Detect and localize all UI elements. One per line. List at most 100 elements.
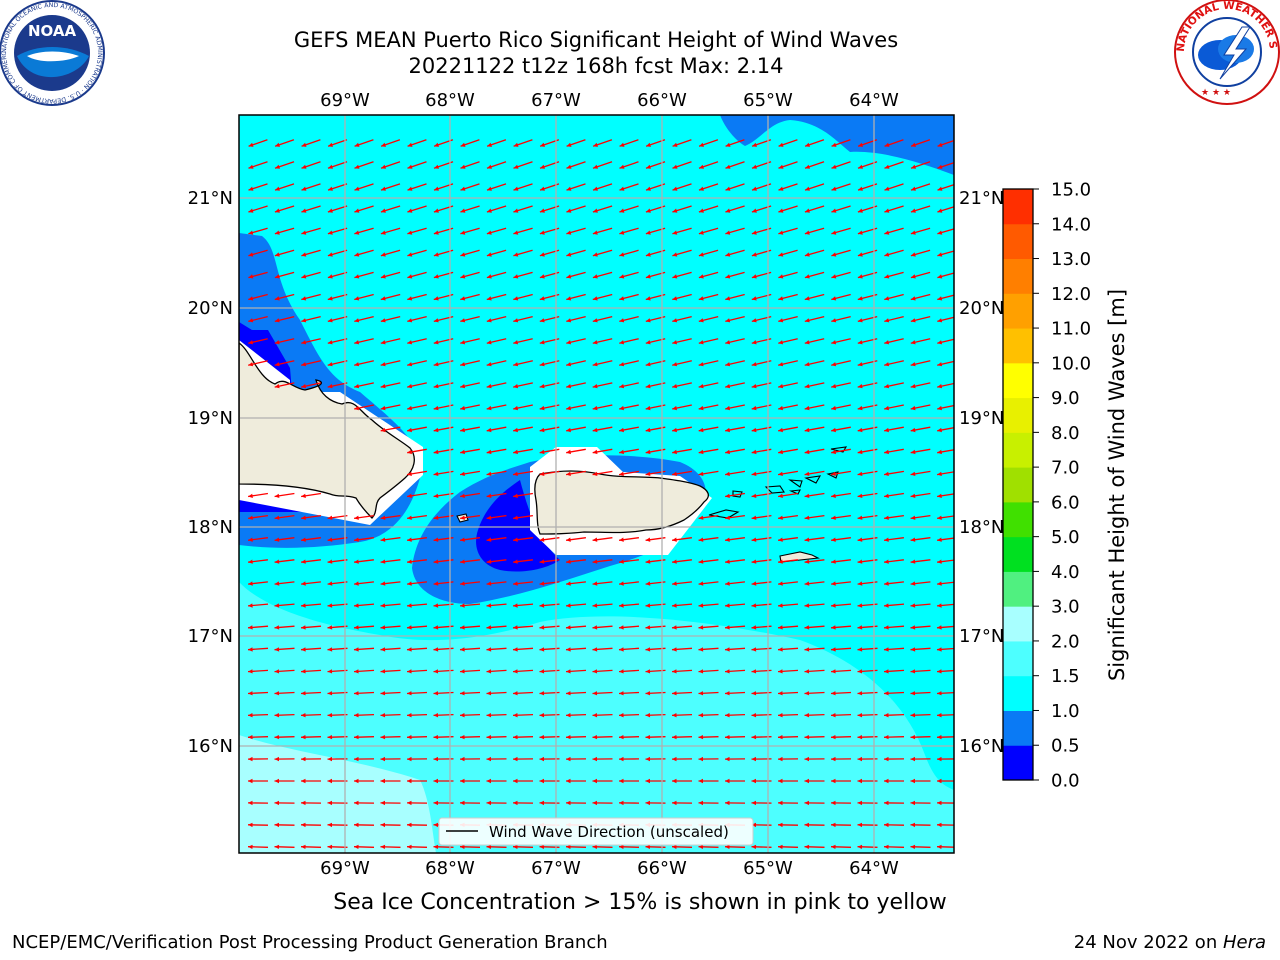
wind-wave-arrow-head: [354, 844, 359, 849]
wind-wave-arrow-head: [248, 822, 253, 828]
wind-wave-arrow-head: [460, 537, 465, 542]
wind-wave-arrow-head: [751, 493, 757, 498]
wind-wave-arrow-head: [910, 756, 915, 762]
wind-wave-arrow-head: [937, 142, 943, 147]
wind-wave-arrow-head: [407, 208, 413, 213]
wind-wave-arrow-head: [698, 756, 703, 762]
colorbar-tick-label: 0.5: [1051, 736, 1080, 757]
wind-wave-arrow-head: [407, 384, 413, 389]
wind-wave-arrow-head: [831, 735, 836, 740]
wind-wave-arrow-head: [301, 559, 306, 564]
wind-wave-arrow-head: [592, 713, 598, 718]
wind-wave-arrow-head: [513, 515, 518, 520]
wind-wave-arrow-head: [380, 800, 385, 806]
wind-wave-arrow-head: [566, 713, 571, 718]
wind-wave-arrow-head: [725, 449, 730, 455]
wind-wave-arrow-head: [831, 581, 836, 586]
wind-wave-arrow-head: [725, 559, 730, 564]
wind-wave-arrow-head: [354, 559, 359, 564]
wind-wave-arrow-head: [619, 252, 625, 257]
wind-wave-arrow-head: [672, 581, 677, 586]
wind-wave-arrow-head: [275, 164, 280, 169]
wind-wave-arrow-head: [910, 581, 916, 586]
wind-wave-arrow-head: [460, 844, 465, 849]
wind-wave-arrow-head: [778, 756, 783, 762]
wind-wave-arrow-head: [831, 449, 836, 455]
wind-wave-arrow-head: [513, 252, 519, 257]
wind-wave-arrow-head: [751, 362, 757, 367]
wind-wave-arrow-head: [751, 603, 757, 608]
wind-wave-arrow-head: [937, 647, 942, 652]
wind-wave-arrow-head: [937, 362, 943, 367]
wind-wave-arrow-head: [433, 230, 439, 235]
wind-wave-arrow-head: [566, 427, 571, 433]
wind-wave-arrow-head: [274, 296, 280, 301]
wind-wave-arrow-head: [566, 471, 571, 476]
wind-wave-arrow-head: [672, 384, 678, 389]
wind-wave-arrow-head: [857, 362, 863, 367]
wind-wave-arrow-head: [804, 778, 809, 784]
wind-wave-arrow-head: [433, 515, 439, 520]
wind-wave-arrow-head: [566, 735, 571, 740]
wind-wave-arrow-head: [592, 800, 597, 806]
wind-wave-arrow-head: [407, 603, 412, 608]
wind-wave-arrow-head: [354, 318, 360, 323]
wind-wave-arrow-head: [910, 735, 916, 740]
wind-wave-arrow-head: [672, 230, 678, 235]
wind-wave-arrow-head: [354, 647, 359, 652]
wind-wave-arrow-head: [645, 449, 651, 455]
wind-wave-arrow-head: [539, 296, 545, 301]
wind-wave-arrow-head: [380, 230, 386, 235]
wind-wave-arrow-head: [778, 230, 784, 235]
wind-wave-arrow-head: [831, 142, 837, 147]
wind-wave-arrow-head: [646, 164, 651, 169]
wind-wave-arrow-head: [884, 318, 890, 323]
wind-wave-arrow-head: [725, 427, 730, 433]
wind-wave-arrow-head: [486, 274, 492, 279]
wind-wave-arrow-head: [592, 691, 598, 696]
wind-wave-arrow-head: [460, 493, 465, 498]
wind-wave-arrow-head: [513, 713, 518, 718]
wind-wave-arrow-head: [619, 537, 624, 542]
wind-wave-arrow-head: [672, 669, 677, 674]
wind-wave-arrow-head: [354, 340, 360, 345]
wind-wave-arrow-head: [354, 691, 359, 696]
wind-wave-arrow-head: [858, 186, 863, 191]
wind-wave-arrow-head: [698, 230, 704, 235]
wind-wave-arrow-head: [433, 362, 439, 367]
wind-wave-arrow-head: [672, 800, 677, 806]
colorbar-tick-label: 2.0: [1051, 631, 1080, 652]
wind-wave-arrow-head: [698, 449, 704, 455]
wind-wave-arrow-head: [672, 756, 677, 762]
nws-logo: NATIONAL WEATHER SERVICE ★ ★ ★: [1172, 0, 1280, 105]
colorbar-tick-label: 7.0: [1051, 458, 1080, 479]
wind-wave-arrow-head: [804, 691, 810, 696]
wind-wave-arrow-head: [301, 778, 306, 784]
wind-wave-arrow-head: [460, 647, 465, 652]
wind-wave-arrow-head: [831, 691, 836, 696]
wind-wave-arrow-head: [725, 362, 731, 367]
wind-wave-arrow-head: [725, 735, 730, 740]
wind-wave-arrow-head: [566, 186, 572, 191]
wind-wave-arrow-head: [380, 669, 386, 674]
wind-wave-arrow-head: [804, 252, 810, 257]
wind-wave-arrow-head: [301, 515, 306, 520]
colorbar-segment: [1003, 397, 1033, 433]
wind-wave-arrow-head: [698, 625, 704, 630]
wind-wave-arrow-head: [910, 800, 915, 806]
wind-wave-arrow-head: [725, 603, 730, 608]
wind-wave-arrow-head: [619, 756, 624, 762]
wind-wave-arrow-head: [884, 822, 889, 828]
lon-label: 65°W: [743, 90, 793, 111]
wind-wave-arrow-head: [592, 318, 598, 323]
wind-wave-arrow-head: [433, 340, 439, 345]
wind-wave-arrow-head: [301, 142, 307, 147]
wind-wave-arrow-head: [460, 142, 466, 147]
colorbar-tick-label: 3.0: [1051, 597, 1080, 618]
wind-wave-arrow-head: [566, 142, 572, 147]
wind-wave-arrow-head: [937, 625, 942, 630]
wind-wave-arrow-head: [884, 208, 890, 213]
wind-wave-arrow-head: [804, 822, 809, 828]
wind-wave-arrow-head: [327, 318, 333, 323]
wind-wave-arrow-head: [407, 340, 413, 345]
